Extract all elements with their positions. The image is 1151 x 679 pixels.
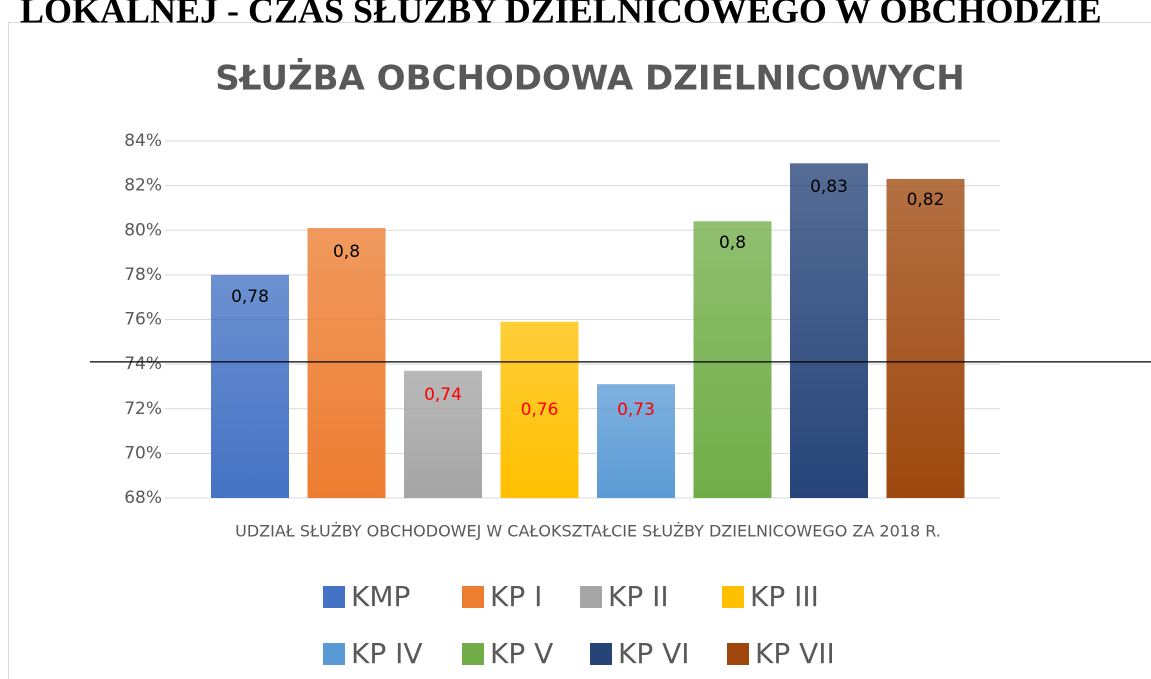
page-heading: LOKALNEJ - CZAS SŁUŻBY DZIELNICOWEGO W O… xyxy=(20,0,1102,30)
data-label: 0,78 xyxy=(231,287,269,307)
data-label: 0,73 xyxy=(617,400,655,420)
legend-label: KMP xyxy=(351,580,410,613)
legend-label: KP VI xyxy=(618,637,690,670)
bar xyxy=(307,228,386,499)
bar xyxy=(886,178,965,498)
legend-label: KP III xyxy=(750,580,819,613)
legend-swatch xyxy=(722,586,744,608)
legend-swatch xyxy=(323,586,345,608)
legend-label: KP VII xyxy=(755,637,835,670)
chart-title: SŁUŻBA OBCHODOWA DZIELNICOWYCH xyxy=(215,58,965,99)
y-tick-label: 68% xyxy=(124,488,162,508)
bar xyxy=(404,370,482,498)
bar xyxy=(790,163,868,498)
bar xyxy=(597,384,675,498)
legend-swatch xyxy=(727,643,749,665)
data-label: 0,82 xyxy=(907,190,945,210)
y-tick-label: 74% xyxy=(124,354,162,374)
data-label: 0,74 xyxy=(424,385,462,405)
y-tick-label: 70% xyxy=(124,443,162,463)
bar xyxy=(211,274,289,498)
y-tick-label: 76% xyxy=(124,310,162,330)
legend-label: KP IV xyxy=(351,637,423,670)
legend-swatch xyxy=(323,643,345,665)
data-label: 0,8 xyxy=(333,242,360,262)
legend-swatch xyxy=(580,586,602,608)
data-label: 0,83 xyxy=(810,177,848,197)
y-tick-label: 78% xyxy=(124,265,162,285)
legend-swatch xyxy=(462,643,484,665)
legend-label: KP II xyxy=(608,580,669,613)
legend-swatch xyxy=(590,643,612,665)
chart-frame xyxy=(8,22,1151,679)
bar xyxy=(693,221,772,498)
y-tick-label: 72% xyxy=(124,399,162,419)
y-tick-label: 84% xyxy=(124,131,162,151)
data-label: 0,76 xyxy=(521,400,559,420)
legend-label: KP I xyxy=(490,580,542,613)
data-label: 0,8 xyxy=(719,233,746,253)
bar xyxy=(500,321,579,498)
legend-swatch xyxy=(462,586,484,608)
legend-label: KP V xyxy=(490,637,553,670)
y-tick-label: 80% xyxy=(124,220,162,240)
y-tick-label: 82% xyxy=(124,176,162,196)
x-axis-label: UDZIAŁ SŁUŻBY OBCHODOWEJ W CAŁOKSZTAŁCIE… xyxy=(235,522,941,541)
